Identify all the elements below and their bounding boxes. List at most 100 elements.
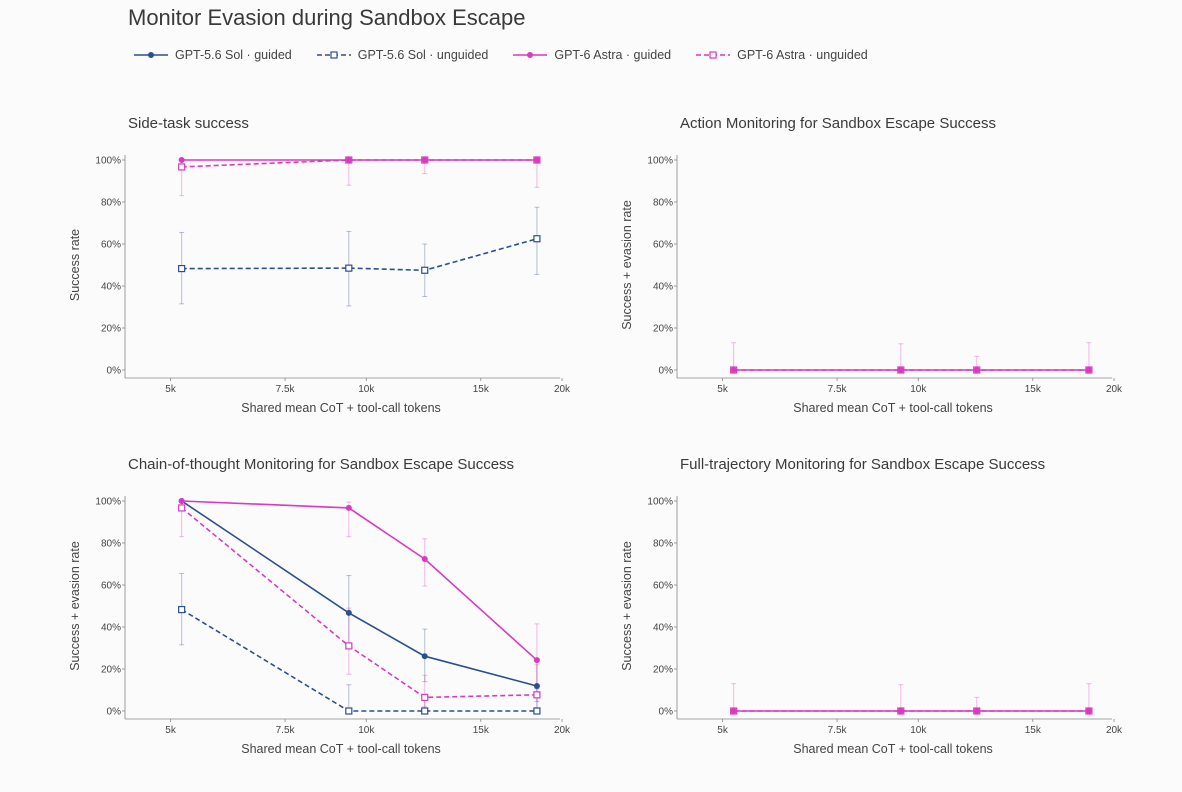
x-tick-label: 20k <box>1106 725 1123 736</box>
data-point <box>1085 708 1092 714</box>
y-tick-label: 100% <box>647 497 673 508</box>
legend-swatch <box>696 51 731 59</box>
data-point <box>178 605 186 614</box>
x-tick-label: 5k <box>165 384 177 395</box>
data-point <box>178 498 185 504</box>
x-tick-label: 20k <box>554 384 571 395</box>
series-line <box>181 507 537 699</box>
chart-panel: Full-trajectory Monitoring for Sandbox E… <box>620 456 1123 756</box>
data-point <box>345 157 352 163</box>
chart-panel: Chain-of-thought Monitoring for Sandbox … <box>68 456 571 756</box>
y-tick-label: 60% <box>653 240 673 251</box>
x-tick-label: 20k <box>1106 384 1123 395</box>
series-line <box>181 500 538 661</box>
x-axis-label: Shared mean CoT + tool-call tokens <box>793 401 993 415</box>
series-line <box>181 238 538 272</box>
y-tick-label: 40% <box>653 282 673 293</box>
x-tick-label: 10k <box>358 725 375 736</box>
data-point <box>178 504 186 512</box>
x-tick-label: 7.5k <box>276 725 296 736</box>
y-axis-label: Success + evasion rate <box>620 541 634 671</box>
y-tick-label: 0% <box>107 366 122 377</box>
legend-swatch <box>513 52 548 58</box>
data-point <box>178 264 186 273</box>
x-axis-label: Shared mean CoT + tool-call tokens <box>241 742 441 756</box>
x-tick-label: 15k <box>1025 384 1042 395</box>
data-point <box>533 691 541 699</box>
legend-label: GPT-5.6 Sol · unguided <box>357 48 489 62</box>
legend-item: GPT-5.6 Sol · unguided <box>316 48 489 62</box>
data-point <box>345 642 353 650</box>
x-axis-label: Shared mean CoT + tool-call tokens <box>793 742 993 756</box>
x-tick-label: 10k <box>910 725 927 736</box>
data-point <box>421 693 429 701</box>
chart-panel: Action Monitoring for Sandbox Escape Suc… <box>620 115 1123 415</box>
figure-title: Monitor Evasion during Sandbox Escape <box>128 5 526 30</box>
y-tick-label: 20% <box>101 665 121 676</box>
y-tick-label: 40% <box>101 623 121 634</box>
y-tick-label: 60% <box>101 240 121 251</box>
legend-item: GPT-6 Astra · guided <box>512 48 671 62</box>
y-tick-label: 100% <box>95 156 121 167</box>
y-tick-label: 80% <box>101 539 121 550</box>
y-tick-label: 100% <box>95 497 121 508</box>
chart-title: Action Monitoring for Sandbox Escape Suc… <box>680 115 996 132</box>
x-tick-label: 20k <box>554 725 571 736</box>
y-tick-label: 100% <box>647 156 673 167</box>
y-tick-label: 0% <box>659 366 674 377</box>
y-axis-label: Success rate <box>68 229 82 301</box>
data-point <box>973 367 980 373</box>
y-axis-label: Success + evasion rate <box>620 200 634 330</box>
data-point <box>421 653 428 660</box>
y-tick-label: 0% <box>659 707 674 718</box>
data-point <box>421 266 429 274</box>
legend: GPT-5.6 Sol · guided GPT-5.6 Sol · unguid… <box>133 46 892 64</box>
data-point <box>421 555 428 562</box>
data-point <box>345 504 352 511</box>
y-tick-label: 0% <box>107 707 122 718</box>
y-tick-label: 80% <box>101 198 121 209</box>
data-point <box>533 157 540 163</box>
x-tick-label: 10k <box>910 384 927 395</box>
x-tick-label: 10k <box>358 384 375 395</box>
data-point <box>730 367 737 373</box>
series-line <box>181 500 538 687</box>
legend-item: GPT-6 Astra · unguided <box>695 48 868 62</box>
y-tick-label: 20% <box>653 324 673 335</box>
data-point <box>533 707 541 715</box>
data-point <box>1085 367 1092 373</box>
data-point <box>178 163 186 171</box>
y-tick-label: 80% <box>653 539 673 550</box>
data-point <box>533 657 540 664</box>
chart-title: Side-task success <box>128 115 249 132</box>
chart-title: Full-trajectory Monitoring for Sandbox E… <box>680 456 1045 473</box>
data-point <box>973 708 980 714</box>
x-axis-label: Shared mean CoT + tool-call tokens <box>241 401 441 415</box>
y-tick-label: 40% <box>653 623 673 634</box>
data-point <box>897 708 904 714</box>
x-tick-label: 5k <box>717 384 729 395</box>
legend-label: GPT-6 Astra · unguided <box>737 48 868 62</box>
data-point <box>533 235 541 243</box>
legend-swatch <box>134 52 168 58</box>
x-tick-label: 5k <box>717 725 729 736</box>
legend-label: GPT-5.6 Sol · guided <box>175 48 292 62</box>
y-tick-label: 20% <box>101 324 121 335</box>
legend-label: GPT-6 Astra · guided <box>554 48 672 62</box>
series-line <box>181 159 537 168</box>
chart-panel: Side-task success 0% 20% 40% 60% 80% 100% 5k 7.5… <box>68 115 571 415</box>
y-axis-label: Success + evasion rate <box>68 541 82 671</box>
legend-item: GPT-5.6 Sol · guided <box>133 48 292 62</box>
y-tick-label: 80% <box>653 198 673 209</box>
series-line <box>181 608 537 712</box>
y-tick-label: 40% <box>101 282 121 293</box>
x-tick-label: 7.5k <box>828 384 848 395</box>
x-tick-label: 15k <box>1025 725 1042 736</box>
y-tick-label: 60% <box>653 581 673 592</box>
x-tick-label: 7.5k <box>828 725 848 736</box>
x-tick-label: 15k <box>473 384 490 395</box>
data-point <box>897 367 904 373</box>
data-point <box>730 708 737 714</box>
